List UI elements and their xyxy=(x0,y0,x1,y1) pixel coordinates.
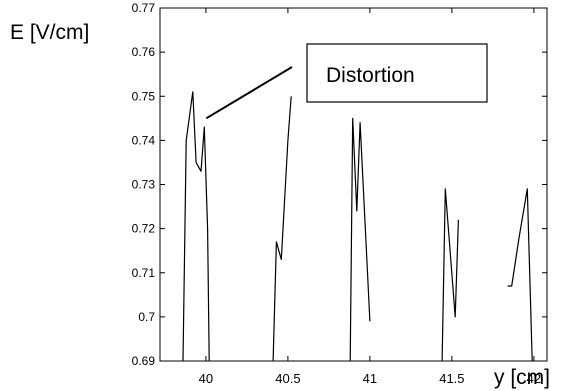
annotation: Distortion xyxy=(205,43,488,120)
axis-ticks: 0.69 0.7 0.71 0.72 0.73 0.74 0.75 0.76 0.77 40 40.… xyxy=(132,1,547,386)
annotation-box xyxy=(306,43,488,103)
y-tick-label: 0.76 xyxy=(132,45,156,59)
x-tick-label: 42 xyxy=(527,371,541,386)
y-tick-label: 0.71 xyxy=(132,266,156,280)
data-segment-1 xyxy=(182,91,210,362)
x-axis-label: y [cm] xyxy=(494,366,550,389)
x-tick-label: 40.5 xyxy=(275,371,300,386)
annotation-pointer xyxy=(205,66,293,120)
x-tick-label: 41 xyxy=(363,371,377,386)
y-tick-label: 0.7 xyxy=(138,310,155,324)
y-tick-label: 0.75 xyxy=(132,89,156,103)
x-tick-label: 41.5 xyxy=(439,371,464,386)
data-segment-2 xyxy=(272,96,292,362)
x-tick-label: 40 xyxy=(199,371,213,386)
data-segment-4 xyxy=(349,117,371,362)
y-tick-label: 0.73 xyxy=(132,178,156,192)
data-lines xyxy=(182,91,533,362)
y-tick-label: 0.69 xyxy=(132,354,156,368)
y-tick-label: 0.77 xyxy=(132,1,156,15)
data-segment-6 xyxy=(507,188,533,362)
y-tick-label: 0.74 xyxy=(132,133,156,147)
data-segment-5 xyxy=(441,188,459,362)
y-tick-label: 0.72 xyxy=(132,222,156,236)
y-axis-label: E [V/cm] xyxy=(10,21,89,44)
annotation-text: Distortion xyxy=(326,64,415,87)
